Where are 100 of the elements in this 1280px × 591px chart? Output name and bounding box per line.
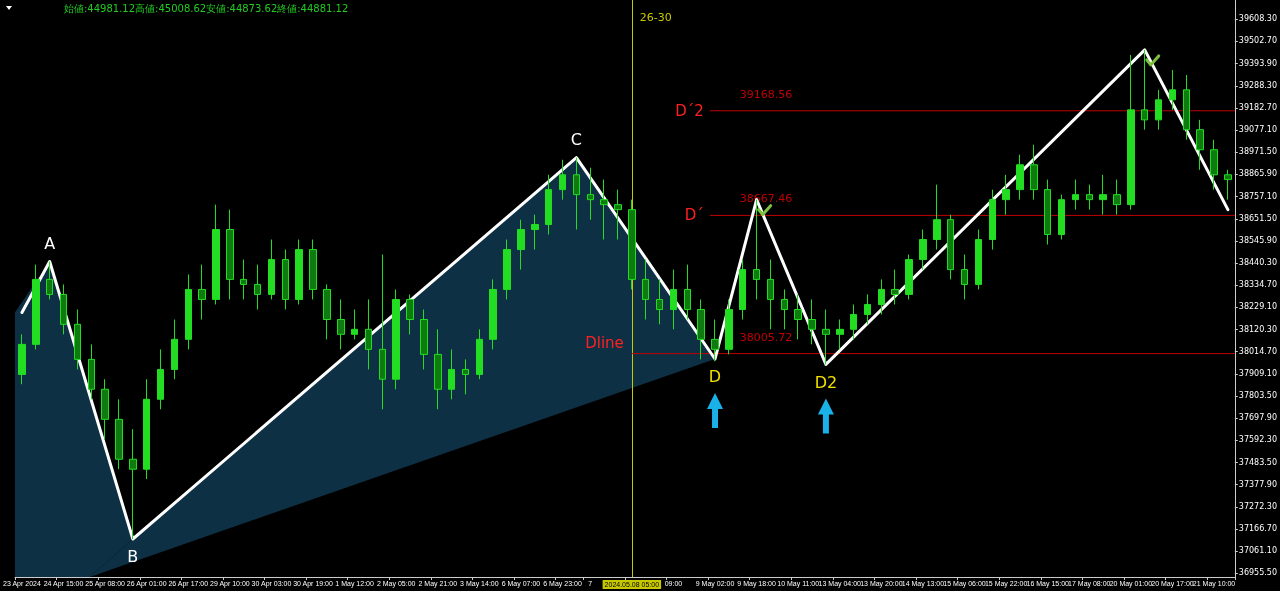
candlestick bbox=[975, 229, 982, 290]
candlestick bbox=[614, 189, 622, 241]
y-tick-label: 37272.30 bbox=[1238, 502, 1277, 512]
y-tick-label: 39393.90 bbox=[1238, 59, 1277, 69]
candlestick bbox=[88, 343, 95, 400]
candlestick bbox=[254, 264, 261, 310]
candlestick bbox=[18, 333, 26, 385]
candlestick bbox=[157, 348, 164, 410]
y-tick-label: 36955.50 bbox=[1238, 568, 1277, 578]
y-tick-label: 38334.70 bbox=[1238, 280, 1277, 290]
data-label: A bbox=[44, 233, 56, 253]
candlestick bbox=[1099, 174, 1107, 216]
candlestick bbox=[240, 259, 247, 300]
candlestick bbox=[656, 278, 663, 325]
y-tick-label: 37483.50 bbox=[1238, 458, 1277, 468]
candlestick bbox=[822, 308, 830, 365]
candlestick bbox=[1016, 154, 1024, 201]
candlestick bbox=[905, 254, 913, 300]
ref-line-label: 26-30 bbox=[639, 11, 672, 24]
candlestick bbox=[559, 159, 566, 201]
y-tick-label: 37377.90 bbox=[1238, 480, 1277, 490]
candlestick bbox=[171, 319, 178, 380]
ref-line-label: 39168.56 bbox=[739, 87, 793, 101]
candlestick bbox=[891, 269, 899, 305]
candlestick bbox=[794, 293, 802, 340]
candlestick bbox=[143, 378, 150, 480]
candlestick bbox=[989, 189, 996, 251]
annotation: D´ bbox=[684, 206, 704, 225]
candlestick bbox=[476, 328, 483, 380]
candlestick bbox=[420, 308, 428, 370]
candlestick bbox=[642, 259, 649, 321]
candlestick bbox=[711, 319, 719, 362]
candlestick bbox=[392, 288, 400, 390]
candlestick bbox=[268, 239, 275, 300]
y-tick-label: 38440.30 bbox=[1238, 258, 1277, 268]
candlestick bbox=[101, 378, 109, 440]
candlestick bbox=[545, 174, 552, 236]
candlestick bbox=[448, 348, 455, 400]
candlestick bbox=[1044, 179, 1051, 246]
candlestick bbox=[781, 288, 788, 330]
candlestick bbox=[961, 254, 968, 300]
data-label: D2 bbox=[814, 372, 838, 392]
y-tick-label: 38014.70 bbox=[1238, 347, 1277, 357]
candlestick bbox=[337, 298, 345, 350]
candlestick bbox=[933, 184, 941, 251]
candlestick bbox=[808, 298, 816, 345]
candlestick bbox=[1058, 194, 1065, 241]
candlestick bbox=[1086, 184, 1093, 211]
data-label: D bbox=[708, 367, 722, 387]
candlestick bbox=[60, 283, 67, 335]
candlestick bbox=[587, 167, 594, 221]
candlestick bbox=[198, 264, 206, 321]
candlestick bbox=[406, 293, 414, 335]
y-tick-label: 38865.90 bbox=[1238, 169, 1277, 179]
candlestick bbox=[351, 308, 358, 340]
y-tick-label: 37909.10 bbox=[1238, 369, 1277, 379]
candlestick bbox=[46, 260, 53, 300]
y-tick-label: 37697.90 bbox=[1238, 413, 1277, 423]
candlestick bbox=[503, 239, 511, 300]
candlestick bbox=[919, 229, 927, 271]
candlestick bbox=[725, 298, 733, 355]
annotation: Dline bbox=[585, 334, 624, 353]
candlestick bbox=[309, 239, 317, 300]
candlestick bbox=[74, 308, 81, 370]
candlestick bbox=[212, 204, 220, 305]
candlestick bbox=[864, 293, 871, 325]
y-tick-label: 37061.10 bbox=[1238, 546, 1277, 556]
candlestick bbox=[1196, 119, 1204, 171]
candlestick bbox=[573, 157, 580, 231]
candlestick bbox=[185, 273, 192, 350]
y-tick-label: 38545.90 bbox=[1238, 236, 1277, 246]
data-label: C bbox=[570, 130, 582, 150]
candlestick bbox=[1113, 179, 1121, 216]
y-tick-label: 38120.30 bbox=[1238, 325, 1277, 335]
candlestick bbox=[379, 254, 386, 410]
candlestick bbox=[365, 298, 372, 370]
candlestick bbox=[670, 269, 677, 330]
y-tick-label: 39077.10 bbox=[1238, 125, 1277, 135]
candlestick bbox=[115, 398, 123, 470]
y-tick-label: 38971.50 bbox=[1238, 147, 1277, 157]
candlestick bbox=[462, 358, 469, 395]
candlestick bbox=[323, 283, 331, 340]
y-tick-label: 37803.50 bbox=[1238, 391, 1277, 401]
y-tick-label: 37166.70 bbox=[1238, 524, 1277, 534]
candlestick bbox=[1210, 139, 1218, 191]
y-tick-label: 39288.30 bbox=[1238, 81, 1277, 91]
ref-line-label: 38667.46 bbox=[739, 192, 793, 206]
y-tick-label: 39608.30 bbox=[1238, 14, 1277, 24]
candlestick bbox=[697, 298, 705, 360]
y-tick-label: 38229.10 bbox=[1238, 302, 1277, 312]
candlestick bbox=[1141, 49, 1148, 131]
candlestick bbox=[767, 259, 774, 330]
candlestick bbox=[600, 179, 608, 241]
y-tick-label: 39182.70 bbox=[1238, 103, 1277, 113]
candlestick bbox=[1224, 169, 1232, 201]
data-label: B bbox=[127, 547, 139, 567]
candlestick bbox=[850, 303, 857, 340]
candlestick bbox=[129, 428, 137, 540]
candlestick bbox=[684, 264, 691, 321]
candlestick bbox=[226, 209, 234, 300]
